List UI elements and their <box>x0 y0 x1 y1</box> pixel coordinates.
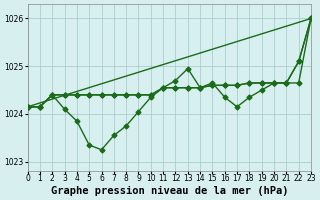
X-axis label: Graphe pression niveau de la mer (hPa): Graphe pression niveau de la mer (hPa) <box>51 186 288 196</box>
